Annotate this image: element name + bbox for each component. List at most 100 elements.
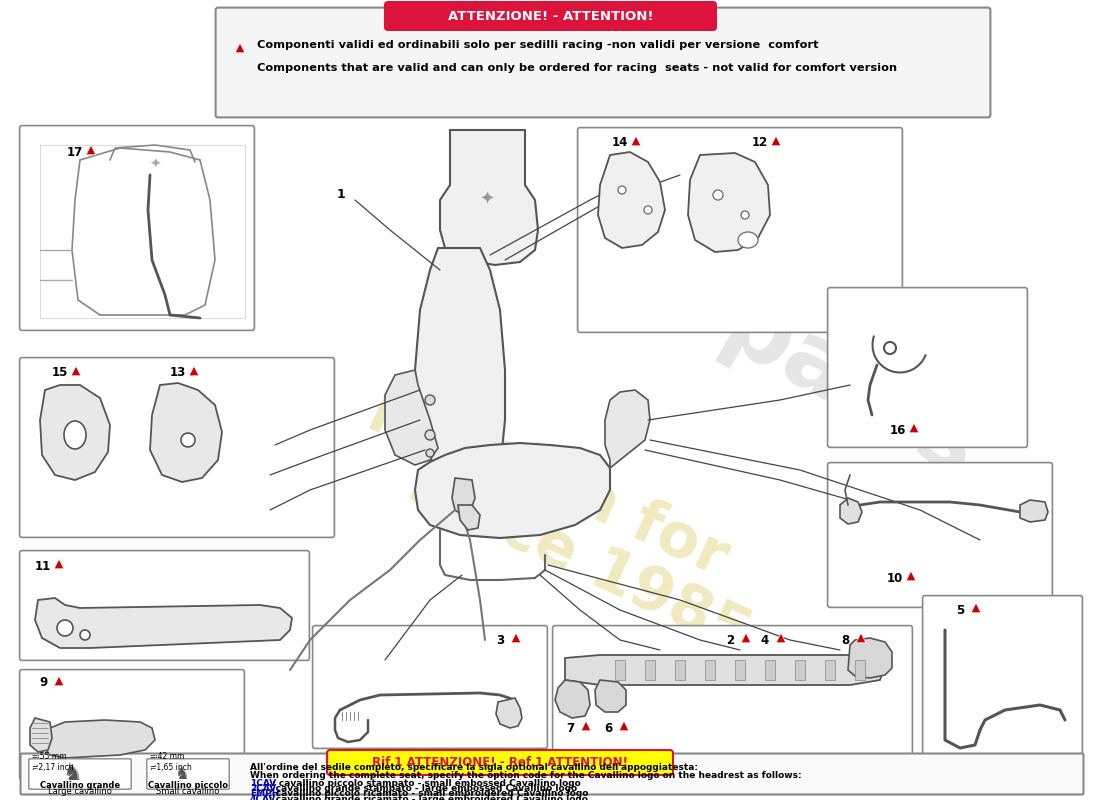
FancyBboxPatch shape [146,758,229,789]
Polygon shape [598,152,666,248]
FancyBboxPatch shape [29,758,131,789]
Text: ATTENZIONE! - ATTENTION!: ATTENZIONE! - ATTENTION! [448,10,653,22]
Text: Rif.1 ATTENZIONE! - Ref.1 ATTENTION!: Rif.1 ATTENZIONE! - Ref.1 ATTENTION! [372,755,628,769]
Polygon shape [235,43,245,53]
Polygon shape [581,721,591,731]
Polygon shape [906,571,916,581]
Circle shape [884,342,896,354]
Polygon shape [556,680,590,718]
Text: 1: 1 [337,189,345,202]
Bar [705,660,715,680]
Polygon shape [631,136,641,146]
Text: : cavallino piccolo ricamato - small embroidered Cavallino logo: : cavallino piccolo ricamato - small emb… [270,790,588,798]
Polygon shape [189,366,199,376]
Circle shape [713,190,723,200]
FancyBboxPatch shape [827,462,1053,607]
FancyBboxPatch shape [216,7,990,118]
Polygon shape [848,638,892,678]
FancyBboxPatch shape [20,126,254,330]
Text: 16: 16 [890,423,906,437]
Text: 3: 3 [496,634,504,646]
FancyBboxPatch shape [20,550,309,660]
Text: 10: 10 [887,571,903,585]
Text: Cavallino grande: Cavallino grande [40,782,120,790]
FancyBboxPatch shape [21,754,1084,794]
Text: 12: 12 [752,137,768,150]
Text: : cavallino grande stampato - large embossed Cavallino logo: : cavallino grande stampato - large embo… [270,784,578,793]
Circle shape [80,630,90,640]
Text: 13: 13 [169,366,186,379]
Bar [645,660,654,680]
Polygon shape [619,721,629,731]
Polygon shape [72,366,81,376]
FancyBboxPatch shape [20,670,244,779]
FancyBboxPatch shape [578,127,902,333]
Text: EMPH: EMPH [250,790,279,798]
Text: ♞: ♞ [175,765,189,783]
Text: When ordering the complete seat, specify the option code for the Cavallino logo : When ordering the complete seat, specify… [250,771,802,781]
Circle shape [182,433,195,447]
Text: 7: 7 [565,722,574,734]
Text: Genuine: Genuine [606,150,1034,450]
Polygon shape [1020,500,1048,522]
FancyBboxPatch shape [384,1,717,31]
Text: 15: 15 [52,366,68,379]
Text: ✦: ✦ [480,191,495,209]
Polygon shape [909,423,918,433]
Text: Components that are valid and can only be ordered for racing  seats - not valid : Components that are valid and can only b… [257,63,898,73]
Text: 1CAV: 1CAV [250,778,276,787]
Text: 2CAV: 2CAV [250,784,276,793]
Text: ✦: ✦ [150,158,161,172]
Text: Componenti validi ed ordinabili solo per sedilli racing -non validi per versione: Componenti validi ed ordinabili solo per… [257,40,818,50]
Bar [735,660,745,680]
Text: passion for: passion for [364,372,736,588]
Circle shape [425,430,435,440]
FancyBboxPatch shape [827,288,1027,447]
Polygon shape [688,153,770,252]
Ellipse shape [64,421,86,449]
Circle shape [426,449,434,457]
Polygon shape [415,248,505,485]
Polygon shape [42,720,155,758]
Circle shape [425,395,435,405]
Circle shape [57,620,73,636]
FancyBboxPatch shape [552,626,912,766]
Polygon shape [565,655,886,685]
Polygon shape [415,443,610,538]
Polygon shape [452,478,475,515]
Polygon shape [86,145,96,154]
Bar [855,660,865,680]
Polygon shape [595,680,626,712]
Text: ≕42 mm
≓1,65 inch: ≕42 mm ≓1,65 inch [150,752,191,773]
Polygon shape [150,383,222,482]
Polygon shape [605,390,650,468]
Text: 4: 4 [761,634,769,646]
Circle shape [618,186,626,194]
Text: 14: 14 [612,137,628,150]
FancyBboxPatch shape [20,358,334,538]
Text: 6: 6 [604,722,612,734]
Text: 2: 2 [726,634,734,646]
Polygon shape [971,603,981,613]
Polygon shape [512,633,521,642]
Text: ≕55 mm
≓2,17 inch: ≕55 mm ≓2,17 inch [32,752,74,773]
Polygon shape [30,718,52,752]
FancyBboxPatch shape [327,750,673,775]
Text: 11: 11 [35,559,51,573]
Text: All'ordine del sedile completo, specificare la sigla optional cavallino dell'app: All'ordine del sedile completo, specific… [250,763,698,773]
Ellipse shape [738,232,758,248]
Polygon shape [741,633,751,642]
Bar [675,660,685,680]
Bar [795,660,805,680]
Text: 4CAV: 4CAV [250,795,276,800]
Polygon shape [458,505,480,530]
Polygon shape [54,559,64,569]
Bar [615,660,625,680]
Polygon shape [40,385,110,480]
Circle shape [644,206,652,214]
Text: 17: 17 [67,146,84,158]
Text: parts: parts [706,280,994,500]
Polygon shape [496,698,522,728]
Text: 8: 8 [840,634,849,646]
Polygon shape [54,676,64,686]
